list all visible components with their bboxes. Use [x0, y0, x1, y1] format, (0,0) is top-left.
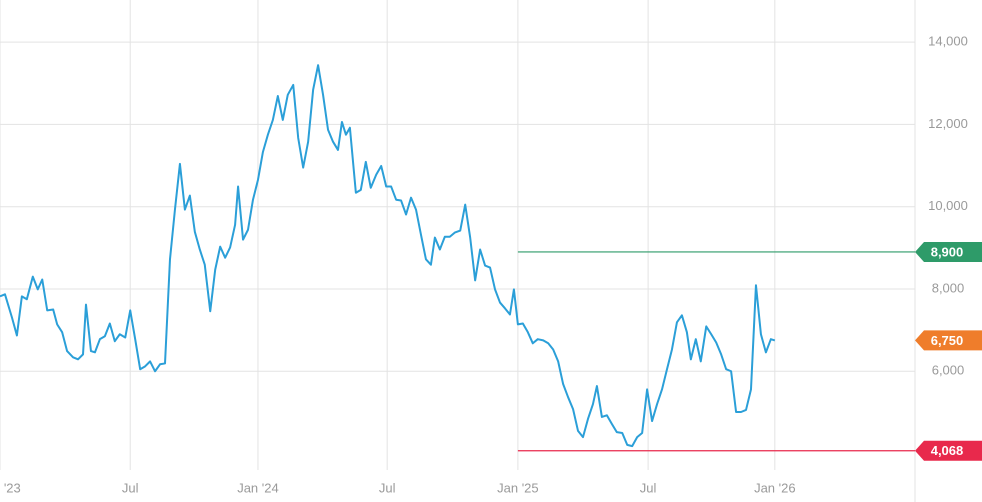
x-tick-label: Jul	[122, 480, 139, 495]
y-tick-label: 14,000	[928, 34, 968, 49]
x-tick-label: Jan '26	[754, 480, 796, 495]
x-tick-label: Jan '24	[237, 480, 279, 495]
x-tick-label: Jan '23	[0, 480, 21, 495]
x-tick-label: Jan '25	[497, 480, 539, 495]
price-badge-label: 8,900	[931, 244, 964, 259]
price-badge	[915, 440, 982, 461]
y-tick-label: 8,000	[932, 280, 965, 295]
price-badge-label: 6,750	[931, 333, 964, 348]
x-tick-label: Jul	[379, 480, 396, 495]
y-tick-label: 10,000	[928, 198, 968, 213]
y-tick-label: 12,000	[928, 116, 968, 131]
price-badge	[915, 241, 982, 262]
y-tick-label: 6,000	[932, 363, 965, 378]
price-line	[0, 64, 776, 448]
price-badge	[915, 330, 982, 351]
x-tick-label: Jul	[640, 480, 657, 495]
price-badge-label: 4,068	[931, 443, 964, 458]
